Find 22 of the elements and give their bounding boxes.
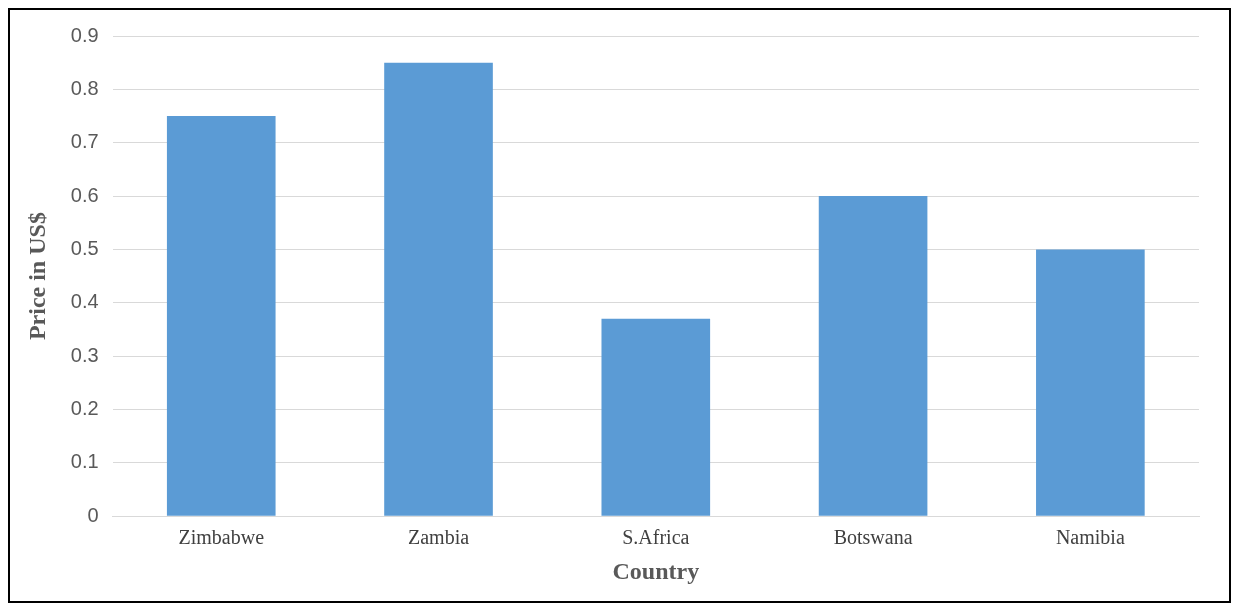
x-axis-title: Country	[612, 557, 700, 584]
x-tick-label: S.Africa	[622, 526, 690, 549]
bar	[1036, 249, 1145, 516]
bar	[166, 116, 276, 516]
y-tick-label: 0.7	[70, 130, 99, 153]
y-axis-title: Price in US$	[23, 212, 50, 341]
y-tick-label: 0.4	[70, 290, 99, 313]
y-tick-label: 0	[87, 503, 99, 526]
y-tick-label: 0.5	[70, 236, 99, 259]
y-tick-label: 0.6	[70, 183, 99, 206]
x-tick-label: Zambia	[407, 526, 470, 549]
y-tick-label: 0.9	[70, 23, 99, 46]
x-tick-label: Botswana	[833, 526, 913, 549]
y-tick-label: 0.3	[70, 343, 99, 366]
bar	[818, 196, 928, 516]
y-tick-label: 0.1	[70, 450, 99, 473]
y-tick-label: 0.2	[70, 397, 99, 419]
bar	[384, 62, 493, 516]
x-tick-label: Zimbabwe	[178, 526, 265, 549]
x-tick-label: Namibia	[1055, 526, 1125, 549]
y-tick-label: 0.8	[70, 76, 99, 99]
bar	[601, 318, 711, 516]
